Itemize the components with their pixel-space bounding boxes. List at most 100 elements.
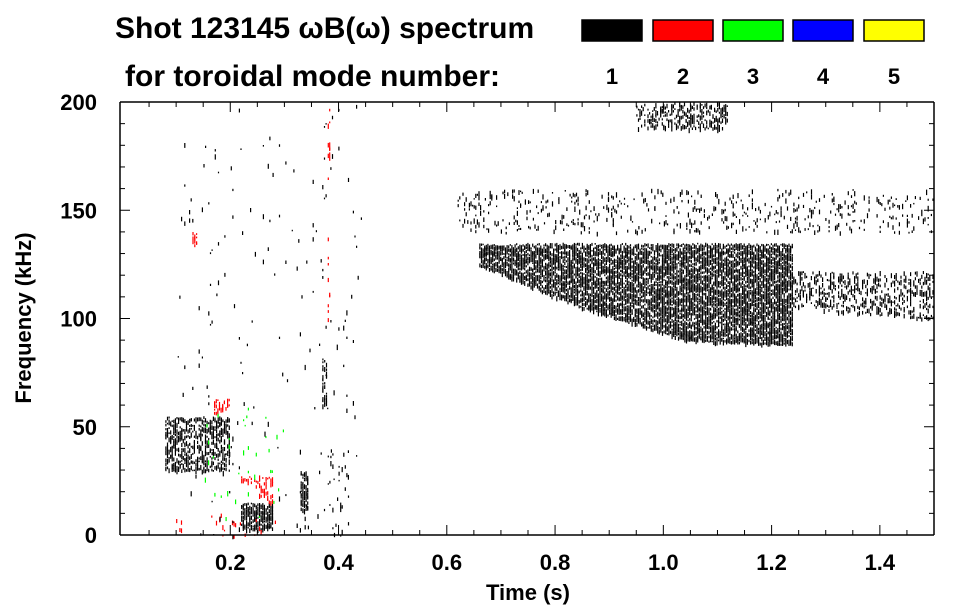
spectral-point (581, 290, 583, 296)
spectral-point (924, 276, 926, 282)
spectral-point (657, 243, 659, 249)
spectral-point (604, 287, 606, 290)
spectral-point (677, 254, 680, 260)
spectral-point (700, 328, 702, 333)
spectral-point (698, 333, 700, 337)
spectral-point (735, 326, 737, 331)
spectral-point (796, 296, 798, 299)
spectral-point (710, 248, 712, 253)
spectral-point (711, 340, 713, 343)
spectral-point (599, 285, 601, 290)
spectral-point (742, 278, 744, 281)
spectral-point (589, 307, 591, 313)
spectral-point (504, 264, 507, 268)
spectral-point (737, 298, 739, 304)
spectral-point (906, 305, 908, 309)
spectral-point (759, 297, 761, 302)
spectral-point (727, 288, 729, 293)
spectral-point (589, 258, 591, 262)
spectral-point (601, 266, 603, 268)
spectral-point (674, 280, 676, 285)
spectral-point (593, 282, 595, 286)
spectral-point (705, 284, 707, 290)
spectral-point (911, 315, 913, 319)
spectral-point (601, 270, 603, 275)
spectral-point (750, 341, 752, 345)
spectral-point (527, 278, 529, 280)
spectral-point (674, 335, 676, 340)
spectral-point (585, 274, 587, 279)
spectral-point (690, 279, 692, 284)
spectral-point (572, 290, 574, 292)
spectral-point (857, 312, 859, 317)
spectral-point (738, 303, 740, 307)
spectral-point (607, 314, 609, 317)
spectral-point (639, 248, 641, 253)
spectral-point (502, 191, 504, 195)
spectral-point (716, 296, 718, 301)
spectral-point (902, 297, 904, 301)
spectral-point (673, 260, 675, 263)
spectral-point (721, 269, 723, 274)
spectral-point (599, 281, 601, 285)
spectral-point (610, 275, 612, 280)
spectral-point (764, 314, 766, 319)
spectral-point (671, 333, 673, 340)
spectral-point (716, 275, 718, 279)
spectral-point (676, 254, 678, 257)
spectral-point (546, 265, 548, 270)
spectral-point (625, 268, 627, 274)
spectral-point (586, 252, 588, 255)
spectral-point (788, 248, 790, 253)
spectral-point (766, 341, 768, 346)
spectral-point (727, 268, 729, 273)
spectral-point (642, 270, 644, 275)
spectral-point (918, 278, 920, 283)
spectral-point (919, 282, 921, 285)
spectral-point (575, 301, 577, 306)
spectral-point (617, 309, 619, 315)
spectral-point (629, 289, 632, 293)
spectral-point (700, 288, 702, 292)
spectral-point (578, 279, 580, 284)
spectral-point (594, 293, 596, 299)
spectral-point (585, 205, 587, 211)
spectral-point (692, 305, 694, 311)
spectral-point (586, 276, 588, 282)
spectral-point (506, 248, 508, 254)
spectral-point (649, 268, 651, 273)
spectral-point (660, 296, 662, 303)
spectral-point (874, 303, 876, 306)
spectral-point (597, 280, 599, 285)
spectral-point (634, 274, 636, 280)
spectral-point (929, 283, 931, 286)
spectral-point (581, 252, 583, 258)
spectral-point (687, 251, 689, 254)
spectral-point (695, 245, 697, 248)
spectral-point (602, 305, 604, 312)
spectral-point (818, 301, 820, 305)
spectral-point (570, 261, 572, 267)
spectral-point (705, 339, 707, 343)
spectral-point (783, 266, 785, 269)
spectral-point (750, 256, 752, 260)
spectral-point (669, 273, 672, 277)
spectral-point (714, 337, 716, 341)
spectral-point (653, 304, 656, 308)
spectral-point (589, 263, 591, 269)
spectral-point (932, 305, 934, 309)
spectral-point (668, 285, 670, 288)
spectral-point (701, 257, 704, 260)
spectral-point (775, 294, 777, 299)
spectral-point (761, 314, 763, 319)
spectral-point (612, 307, 614, 313)
spectral-point (618, 275, 620, 279)
spectral-point (618, 257, 620, 261)
spectral-point (790, 274, 792, 277)
spectral-point (509, 253, 511, 257)
spectral-point (750, 298, 752, 302)
spectral-point (780, 272, 782, 277)
spectral-point (569, 250, 571, 256)
spectral-point (641, 257, 643, 261)
spectral-point (607, 294, 609, 300)
